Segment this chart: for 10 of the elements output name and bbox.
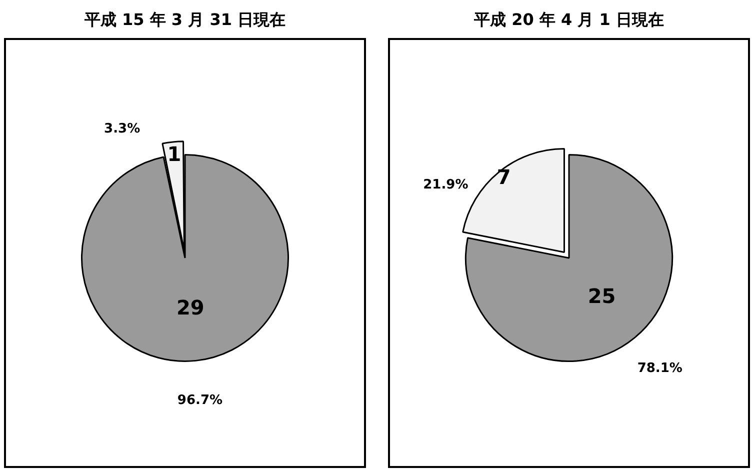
text: 21.9%: [423, 178, 468, 193]
data-label: 25: [588, 284, 616, 308]
chart-title: 平成 20 年 4 月 1 日現在: [473, 9, 665, 31]
chart-title: 平成 15 年 3 月 31 日現在: [83, 9, 287, 31]
data-label: 7: [496, 164, 511, 189]
text: 78.1%: [637, 361, 682, 376]
text: 3.3%: [104, 122, 140, 137]
text: 96.7%: [177, 392, 223, 408]
data-label: 1: [167, 142, 182, 166]
data-label: 29: [176, 296, 204, 320]
